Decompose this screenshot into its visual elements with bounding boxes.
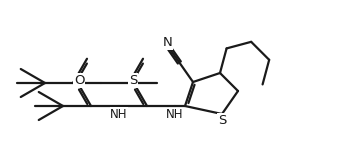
Text: S: S bbox=[218, 114, 226, 126]
Text: N: N bbox=[163, 36, 173, 49]
Text: O: O bbox=[74, 74, 84, 87]
Text: NH: NH bbox=[166, 109, 184, 122]
Text: NH: NH bbox=[110, 108, 128, 121]
Text: S: S bbox=[129, 74, 137, 87]
